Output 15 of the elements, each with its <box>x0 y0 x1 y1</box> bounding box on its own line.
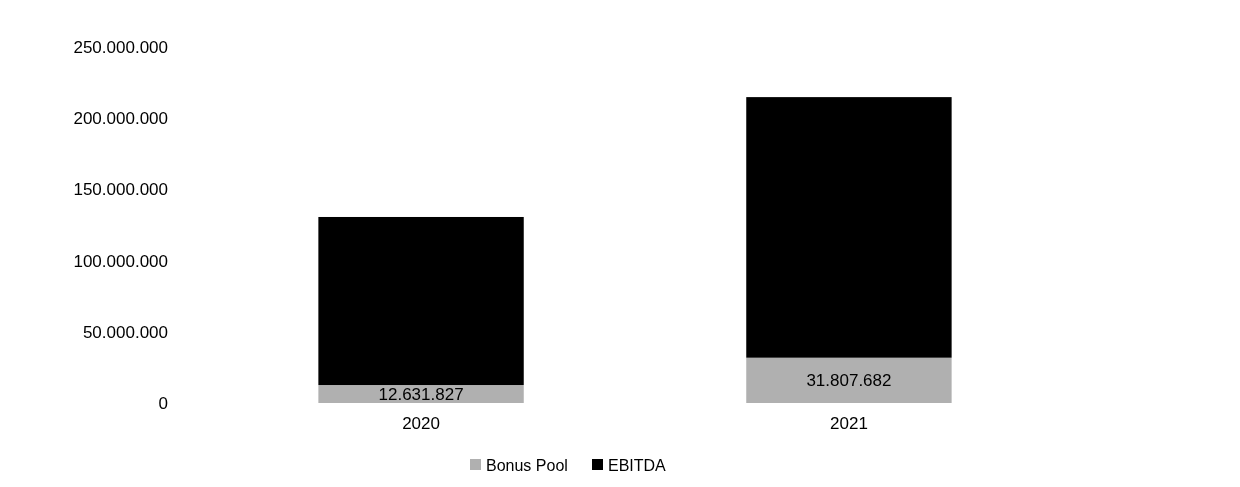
bar <box>746 97 952 358</box>
y-tick-label: 100.000.000 <box>73 251 168 271</box>
bar <box>318 216 524 386</box>
x-tick-label: 2020 <box>402 414 440 433</box>
y-tick-label: 0 <box>158 393 168 413</box>
legend-label: EBITDA <box>608 456 667 474</box>
data-label: 12.631.827 <box>378 384 464 404</box>
data-label: 31.807.682 <box>806 371 892 391</box>
y-tick-label: 200.000.000 <box>73 109 168 129</box>
x-tick-label: 2021 <box>830 414 868 433</box>
legend-label: Bonus Pool <box>486 456 568 474</box>
bar <box>746 357 952 403</box>
y-tick-label: 150.000.000 <box>73 180 168 200</box>
y-tick-label: 250.000.000 <box>73 37 168 57</box>
y-tick-label: 50.000.000 <box>82 322 168 342</box>
